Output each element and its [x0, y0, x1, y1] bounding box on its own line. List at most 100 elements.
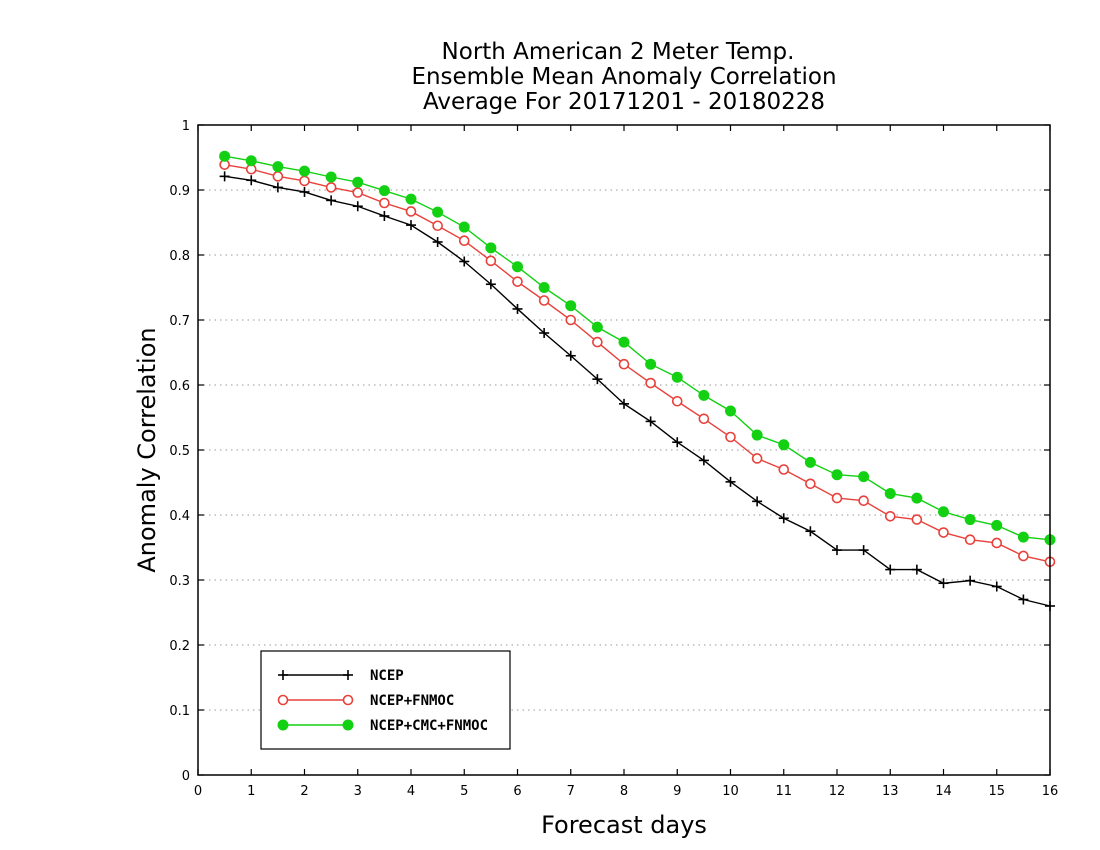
data-point: [1017, 531, 1029, 543]
data-point: [964, 534, 976, 546]
data-point: [858, 545, 869, 556]
data-point: [884, 510, 896, 522]
data-point: [326, 195, 337, 206]
x-tick-label: 15: [988, 784, 1005, 799]
data-point: [219, 150, 231, 162]
data-point: [219, 171, 230, 182]
data-point: [618, 336, 630, 348]
data-point: [539, 328, 550, 338]
data-point: [565, 350, 576, 361]
data-point: [911, 514, 923, 525]
legend-item: NCEP+CMC+FNMOC: [277, 718, 488, 734]
data-point: [592, 374, 603, 385]
data-point: [485, 242, 497, 254]
gridlines: [198, 189, 1050, 711]
series-layer: [219, 150, 1056, 611]
data-point: [991, 581, 1002, 592]
data-point: [591, 321, 603, 333]
x-tick-label: 6: [513, 784, 521, 799]
x-tick-label: 4: [407, 784, 415, 799]
data-point: [884, 488, 896, 500]
data-point: [272, 161, 284, 173]
data-point: [804, 456, 816, 468]
x-tick-label: 13: [882, 784, 899, 799]
data-point: [342, 719, 354, 731]
data-point: [938, 578, 949, 589]
data-point: [1018, 594, 1029, 605]
data-point: [512, 276, 523, 287]
data-point: [831, 469, 843, 481]
y-tick-label: 0.4: [169, 509, 190, 524]
y-tick-label: 0.6: [169, 379, 190, 394]
data-point: [352, 176, 364, 188]
data-point: [406, 220, 416, 231]
data-point: [938, 527, 949, 538]
legend-label: NCEP+FNMOC: [370, 693, 454, 709]
legend-label: NCEP: [370, 668, 404, 684]
x-tick-label: 14: [935, 784, 952, 799]
data-point: [458, 235, 470, 246]
data-point: [698, 389, 710, 401]
y-tick-label: 0.8: [169, 249, 190, 264]
data-point: [725, 476, 736, 487]
data-point: [778, 464, 790, 475]
data-point: [911, 492, 923, 504]
data-point: [858, 495, 869, 507]
data-point: [805, 526, 816, 537]
data-point: [272, 182, 283, 193]
data-point: [645, 416, 656, 427]
data-point: [1018, 550, 1029, 562]
data-point: [778, 513, 789, 524]
data-point: [911, 564, 922, 575]
x-tick-label: 9: [673, 784, 681, 799]
y-tick-label: 0.3: [169, 574, 190, 589]
series-line: [224, 155, 1051, 541]
data-point: [725, 405, 736, 417]
data-point: [325, 182, 337, 193]
series-ncep-fnmoc: [219, 159, 1056, 568]
data-point: [246, 175, 257, 186]
data-point: [299, 175, 310, 187]
data-point: [831, 492, 843, 504]
data-point: [432, 220, 443, 232]
data-point: [538, 282, 550, 293]
data-point: [512, 303, 523, 314]
y-axis: 0 0.1 0.2 0.3 0.4 0.5 0.6 0.7 0.8 0.9 1: [169, 119, 1050, 784]
data-point: [278, 670, 288, 680]
data-point: [698, 413, 710, 425]
y-axis-label: Anomaly Correlation: [133, 327, 161, 572]
data-point: [405, 206, 417, 217]
data-point: [858, 471, 870, 483]
data-point: [299, 186, 310, 197]
data-point: [343, 670, 353, 680]
series-ncep-cmc-fnmoc: [219, 150, 1056, 546]
data-point: [325, 171, 337, 183]
y-tick-label: 0.7: [169, 314, 190, 329]
data-point: [432, 206, 444, 218]
data-point: [645, 358, 657, 370]
data-point: [751, 453, 763, 464]
data-point: [485, 279, 496, 290]
y-tick-label: 0.9: [169, 184, 190, 199]
x-tick-label: 12: [829, 784, 846, 799]
data-point: [432, 237, 443, 247]
legend-item: NCEP+FNMOC: [277, 693, 454, 709]
data-point: [458, 221, 470, 233]
data-point: [725, 431, 736, 443]
y-tick-label: 0.1: [169, 704, 190, 719]
title-line-3: Average For 20171201 - 20180228: [423, 89, 825, 115]
x-tick-label: 8: [620, 784, 628, 799]
data-point: [352, 201, 363, 212]
data-point: [645, 377, 656, 389]
data-point: [245, 155, 257, 167]
data-point: [378, 185, 390, 197]
data-point: [618, 358, 630, 370]
series-line: [224, 175, 1051, 607]
data-point: [885, 564, 896, 575]
y-tick-label: 0.2: [169, 639, 190, 654]
data-point: [592, 336, 603, 348]
data-point: [964, 514, 976, 526]
x-tick-label: 10: [722, 784, 739, 799]
x-tick-label: 7: [567, 784, 575, 799]
data-point: [778, 439, 790, 451]
